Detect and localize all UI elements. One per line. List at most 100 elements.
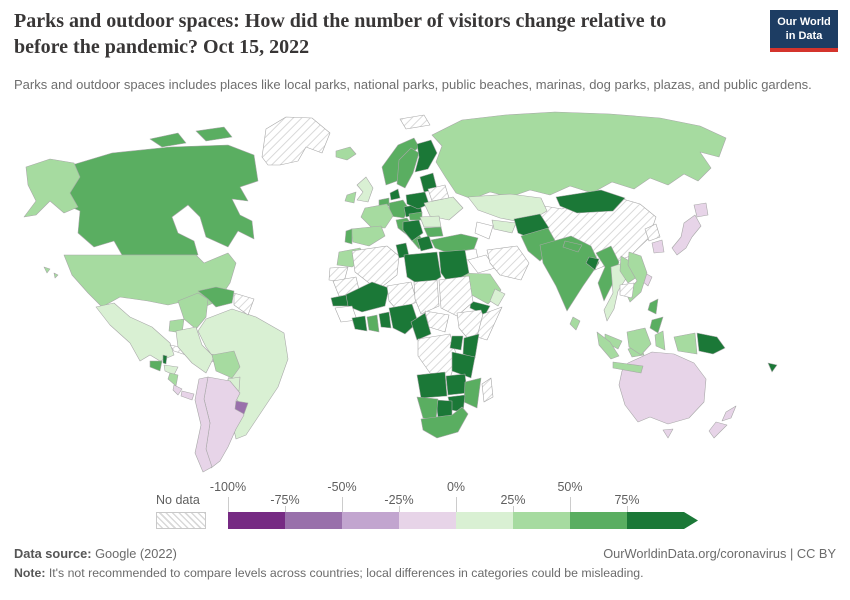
legend-segment-g2[interactable] [513, 512, 570, 529]
region-togo-benin[interactable] [378, 311, 392, 329]
region-fiji[interactable] [767, 362, 778, 373]
legend-tick-line [513, 506, 514, 512]
data-source-label: Data source: [14, 546, 92, 561]
region-cameroon[interactable] [410, 312, 432, 341]
region-greenland[interactable] [261, 116, 331, 166]
legend-tick-label: 50% [557, 480, 583, 494]
legend-segment-p1[interactable] [399, 512, 456, 529]
region-ghana[interactable] [366, 314, 380, 333]
region-mexico[interactable] [95, 302, 175, 362]
region-somalia[interactable] [476, 306, 503, 341]
owid-logo-red-bar [770, 47, 838, 52]
region-madagascar[interactable] [481, 377, 494, 403]
legend-segment-p4[interactable] [228, 512, 285, 529]
region-costa-rica[interactable] [172, 384, 183, 396]
region-central-africa[interactable] [424, 310, 450, 333]
region-ivory-coast[interactable] [351, 315, 368, 332]
owid-logo-line1: Our World [777, 16, 831, 28]
legend-tick-line [399, 506, 400, 512]
region-tanzania[interactable] [451, 351, 476, 379]
region-france[interactable] [360, 203, 394, 229]
legend-no-data-swatch[interactable] [156, 512, 206, 529]
region-south-korea[interactable] [651, 239, 665, 254]
region-canada[interactable] [55, 126, 259, 256]
region-algeria[interactable] [351, 245, 400, 291]
region-india[interactable] [539, 235, 600, 312]
region-oman[interactable] [489, 288, 506, 307]
region-spain[interactable] [350, 225, 386, 247]
region-sudan[interactable] [438, 275, 474, 317]
world-choropleth-map [23, 111, 778, 473]
region-japan[interactable] [671, 202, 709, 256]
legend-segment-p2[interactable] [342, 512, 399, 529]
region-chile[interactable] [194, 376, 213, 473]
map-legend: No data -100% -75% -50% -25% 0% 25% 50% 75% [0, 480, 850, 536]
region-peru[interactable] [175, 326, 215, 374]
region-iran[interactable] [486, 245, 530, 281]
legend-segment-g1[interactable] [456, 512, 513, 529]
legend-tick-line [570, 497, 571, 512]
region-guatemala[interactable] [149, 360, 163, 372]
region-nigeria[interactable] [388, 303, 419, 335]
chart-subtitle: Parks and outdoor spaces includes places… [14, 77, 812, 92]
region-sri-lanka[interactable] [569, 316, 581, 331]
region-balkans[interactable] [402, 219, 424, 242]
region-uganda[interactable] [449, 335, 464, 351]
region-south-africa[interactable] [420, 406, 469, 439]
region-greece[interactable] [416, 235, 434, 252]
region-uzbekistan[interactable] [491, 219, 517, 234]
region-belize[interactable] [162, 354, 168, 365]
data-source: Data source: Google (2022) [14, 546, 177, 561]
owid-link[interactable]: OurWorldinData.org/coronavirus | CC BY [603, 546, 836, 561]
region-bangladesh[interactable] [585, 256, 600, 271]
legend-segment-p3[interactable] [285, 512, 342, 529]
region-bolivia[interactable] [211, 350, 241, 379]
region-chad[interactable] [413, 279, 440, 315]
region-uruguay[interactable] [234, 400, 249, 415]
region-north-korea[interactable] [644, 223, 661, 242]
region-mozambique[interactable] [463, 377, 482, 409]
region-denmark[interactable] [389, 188, 401, 201]
region-senegal[interactable] [330, 294, 349, 307]
region-alaska[interactable] [23, 158, 81, 218]
region-nepal[interactable] [562, 240, 583, 253]
region-portugal[interactable] [344, 228, 353, 245]
region-namibia[interactable] [416, 396, 439, 421]
region-venezuela[interactable] [197, 286, 235, 308]
region-hawaii[interactable] [43, 266, 59, 279]
region-ireland[interactable] [344, 191, 357, 204]
region-mongolia[interactable] [555, 189, 626, 214]
region-romania[interactable] [419, 215, 442, 228]
region-bulgaria[interactable] [423, 226, 444, 238]
region-indonesia[interactable] [596, 327, 698, 374]
region-uk[interactable] [356, 176, 374, 203]
region-cambodia[interactable] [619, 282, 635, 299]
region-svalbard[interactable] [399, 114, 431, 130]
region-zambia[interactable] [445, 373, 468, 396]
owid-logo[interactable]: Our World in Data [770, 10, 838, 52]
legend-tick-line [627, 506, 628, 512]
legend-tick-label: 25% [500, 493, 526, 507]
legend-tick-line [456, 497, 457, 512]
region-philippines[interactable] [647, 298, 664, 334]
region-new-zealand[interactable] [708, 405, 737, 439]
region-myanmar[interactable] [595, 245, 620, 302]
note-label: Note: [14, 566, 46, 580]
region-australia[interactable] [618, 351, 707, 439]
region-sweden[interactable] [396, 147, 420, 189]
region-papua-new-guinea[interactable] [696, 332, 726, 355]
legend-segment-g3[interactable] [570, 512, 627, 529]
region-kenya[interactable] [462, 333, 480, 359]
region-guyanas[interactable] [233, 292, 255, 316]
region-angola[interactable] [416, 371, 448, 399]
region-nicaragua[interactable] [167, 372, 179, 387]
legend-segment-g4[interactable] [627, 512, 698, 529]
region-ukraine[interactable] [423, 196, 464, 221]
region-russia[interactable] [431, 111, 727, 200]
region-finland[interactable] [414, 139, 438, 173]
region-poland[interactable] [405, 191, 430, 210]
region-panama[interactable] [180, 390, 195, 401]
region-turkmenistan[interactable] [474, 221, 494, 240]
region-iceland[interactable] [335, 146, 357, 161]
